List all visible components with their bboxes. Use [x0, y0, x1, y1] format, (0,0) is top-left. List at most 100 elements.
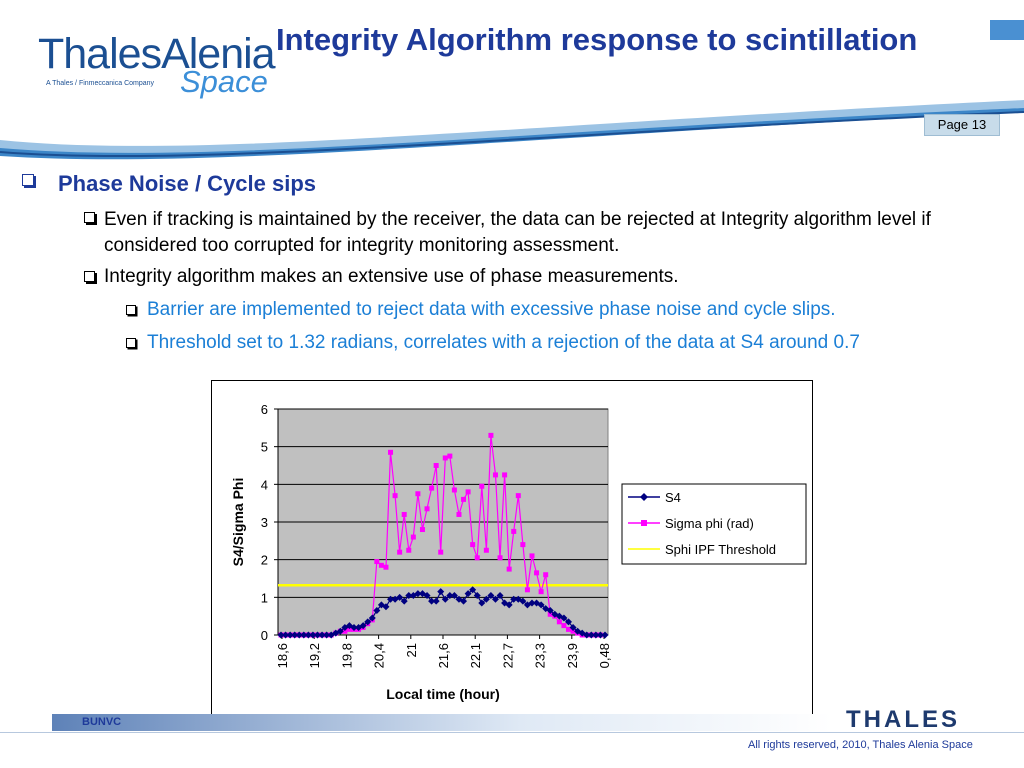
header-swoosh	[0, 0, 1024, 160]
s4-point	[323, 631, 331, 639]
s4-point	[487, 591, 495, 599]
s4-point	[282, 631, 290, 639]
s4-point	[387, 595, 395, 603]
x-tick-label: 19,2	[307, 643, 322, 668]
s4-point	[537, 601, 545, 609]
footer-org: BUNVC	[82, 716, 122, 728]
s4-point	[455, 595, 463, 603]
sigma-phi-point	[456, 511, 462, 517]
y-axis-label: S4/Sigma Phi	[230, 478, 246, 567]
s4-point	[396, 593, 404, 601]
sigma-phi-point	[543, 572, 549, 578]
bullet-level3-text: Barrier are implemented to reject data w…	[147, 299, 836, 320]
sigma-phi-point	[511, 528, 517, 534]
legend-marker	[641, 520, 647, 526]
y-tick-label: 1	[261, 590, 268, 605]
sigma-phi-point	[342, 628, 348, 634]
s4-point	[564, 618, 572, 626]
s4-point	[437, 588, 445, 596]
sigma-phi-point	[488, 432, 494, 438]
sigma-phi-point	[465, 489, 471, 495]
s4-point	[510, 595, 518, 603]
s4-point	[496, 591, 504, 599]
s4-point	[300, 631, 308, 639]
legend-label: S4	[665, 490, 681, 505]
sigma-phi-point	[392, 493, 398, 499]
x-tick-label: 18,6	[275, 643, 290, 668]
s4-point	[446, 591, 454, 599]
s4-point	[423, 591, 431, 599]
sigma-phi-point	[538, 589, 544, 595]
company-logo-space: Space	[180, 64, 268, 99]
sigma-phi-point	[419, 527, 425, 533]
sigma-phi-point	[502, 472, 508, 478]
sigma-phi-point	[397, 549, 403, 555]
sigma-phi-point	[547, 611, 553, 617]
s4-point	[505, 601, 513, 609]
checkbox-bullet-icon	[84, 271, 95, 282]
legend-label: Sphi IPF Threshold	[665, 542, 776, 557]
s4-point	[583, 631, 591, 639]
s4-point	[469, 586, 477, 594]
sigma-phi-point	[438, 549, 444, 555]
sigma-phi-point	[497, 555, 503, 561]
bullet-level1: Phase Noise / Cycle sips	[58, 171, 317, 196]
s4-point	[464, 590, 472, 598]
s4-point	[450, 591, 458, 599]
checkbox-bullet-icon	[126, 305, 136, 315]
s4-point	[286, 631, 294, 639]
s4-point	[478, 599, 486, 607]
footer-brand-logo: THALES	[846, 706, 960, 733]
sigma-phi-point	[346, 626, 352, 632]
sigma-phi-point	[524, 587, 530, 593]
s4-point	[592, 631, 600, 639]
s4-point	[428, 597, 436, 605]
sigma-phi-point	[451, 487, 457, 493]
s4-point	[560, 614, 568, 622]
sigma-phi-point	[570, 628, 576, 634]
checkbox-bullet-icon	[126, 338, 136, 348]
s4-point	[364, 618, 372, 626]
sigma-phi-point	[506, 566, 512, 572]
sigma-phi-point	[565, 626, 571, 632]
sigma-phi-point	[556, 619, 562, 625]
s4-point	[277, 631, 285, 639]
x-tick-label: 22,1	[468, 643, 483, 668]
s4-point	[441, 595, 449, 603]
sigma-phi-point	[415, 491, 421, 497]
checkbox-bullet-icon	[22, 174, 34, 186]
x-tick-label: 23,3	[533, 643, 548, 668]
s4-point	[432, 597, 440, 605]
y-tick-label: 4	[261, 477, 268, 492]
s4-point	[555, 612, 563, 620]
sigma-phi-point	[378, 562, 384, 568]
s4-point	[491, 595, 499, 603]
sigma-phi-point	[442, 455, 448, 461]
s4-point	[295, 631, 303, 639]
legend-marker	[640, 493, 648, 501]
s4-point	[405, 591, 413, 599]
s4-point	[460, 597, 468, 605]
sigma-phi-point	[401, 511, 407, 517]
s4-point	[574, 627, 582, 635]
s4-point	[519, 597, 527, 605]
s4-point	[377, 601, 385, 609]
sigma-phi-point	[406, 547, 412, 553]
sigma-phi-point	[383, 564, 389, 570]
page-number: Page 13	[924, 114, 1000, 136]
s4-point	[304, 631, 312, 639]
s4-point	[473, 591, 481, 599]
sigma-phi-point	[534, 570, 540, 576]
s4-point	[291, 631, 299, 639]
sigma-phi-point	[483, 547, 489, 553]
s4-point	[350, 623, 358, 631]
s4-point	[314, 631, 322, 639]
sigma-phi-point	[470, 542, 476, 548]
sigma-phi-point	[520, 542, 526, 548]
sigma-phi-point	[474, 555, 480, 561]
y-tick-label: 3	[261, 515, 268, 530]
s4-point	[546, 607, 554, 615]
s4-point	[528, 599, 536, 607]
company-logo-text: ThalesAlenia	[38, 30, 276, 78]
s4-point	[309, 631, 317, 639]
